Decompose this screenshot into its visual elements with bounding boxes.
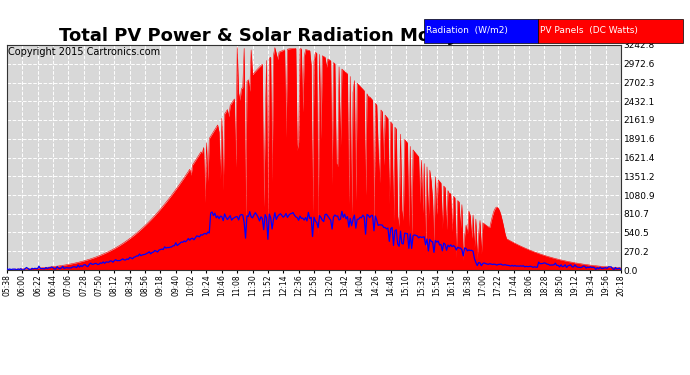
Text: PV Panels  (DC Watts): PV Panels (DC Watts)	[540, 26, 638, 36]
Text: Copyright 2015 Cartronics.com: Copyright 2015 Cartronics.com	[8, 47, 160, 57]
Title: Total PV Power & Solar Radiation Mon Jul 27 20:19: Total PV Power & Solar Radiation Mon Jul…	[59, 27, 569, 45]
Text: Radiation  (W/m2): Radiation (W/m2)	[426, 26, 508, 36]
